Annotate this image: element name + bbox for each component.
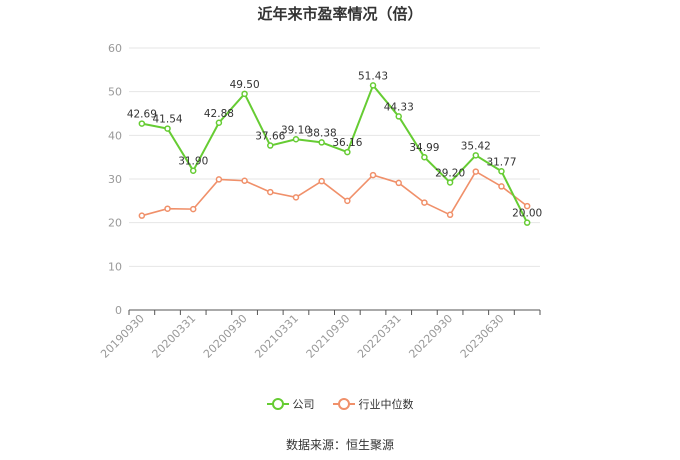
y-tick-label: 60 bbox=[108, 42, 122, 55]
data-label: 49.50 bbox=[230, 79, 260, 91]
company-data-point bbox=[369, 82, 377, 89]
company-data-point bbox=[318, 139, 325, 146]
company-data-point bbox=[472, 152, 480, 159]
legend-item-company[interactable]: 公司 bbox=[266, 396, 315, 412]
industry-series-line bbox=[141, 170, 528, 217]
company-data-point bbox=[421, 153, 428, 161]
data-label: 39.10 bbox=[281, 124, 311, 136]
company-data-point bbox=[267, 142, 274, 149]
industry-data-point bbox=[523, 202, 531, 210]
data-label: 34.99 bbox=[409, 142, 439, 154]
industry-data-point bbox=[369, 171, 377, 179]
x-tick-label: 20220331 bbox=[355, 312, 404, 361]
data-label: 36.16 bbox=[332, 137, 362, 149]
data-label: 35.42 bbox=[461, 140, 491, 152]
company-data-point bbox=[241, 90, 248, 98]
x-tick-label: 20230630 bbox=[458, 312, 507, 361]
company-data-point bbox=[498, 168, 505, 175]
data-label: 31.90 bbox=[178, 156, 208, 168]
company-series-line bbox=[141, 84, 529, 224]
company-data-point bbox=[138, 120, 146, 127]
data-label: 44.33 bbox=[384, 101, 414, 113]
industry-data-point bbox=[292, 194, 300, 201]
data-label: 38.38 bbox=[307, 127, 337, 139]
x-tick-label: 20190930 bbox=[98, 312, 147, 361]
industry-data-point bbox=[267, 188, 274, 196]
company-data-point bbox=[395, 113, 402, 120]
data-label: 51.43 bbox=[358, 70, 388, 82]
data-source: 数据来源：恒生聚源 bbox=[285, 438, 394, 452]
legend-swatch-industry-median bbox=[332, 398, 355, 410]
industry-data-point bbox=[164, 205, 171, 212]
data-label: 20.00 bbox=[512, 208, 542, 220]
y-tick-label: 50 bbox=[108, 86, 122, 99]
industry-data-point bbox=[446, 211, 454, 219]
y-tick-label: 10 bbox=[108, 260, 122, 273]
x-tick-label: 20210331 bbox=[252, 312, 301, 361]
industry-data-point bbox=[472, 168, 480, 175]
company-data-point bbox=[189, 167, 197, 174]
data-label: 42.88 bbox=[204, 108, 234, 120]
series-layer bbox=[138, 82, 531, 226]
industry-data-point bbox=[318, 177, 325, 185]
industry-data-point bbox=[395, 179, 402, 187]
company-data-point bbox=[292, 136, 300, 143]
data-label: 37.66 bbox=[255, 131, 285, 143]
chart-title: 近年来市盈率情况（倍） bbox=[257, 5, 423, 23]
legend-label-company: 公司 bbox=[292, 398, 315, 411]
y-tick-label: 0 bbox=[115, 304, 122, 317]
company-data-point bbox=[446, 179, 454, 186]
company-data-point bbox=[215, 119, 223, 127]
x-tick-label: 20220930 bbox=[406, 312, 455, 361]
chart-legend: 公司 行业中位数 bbox=[0, 396, 680, 412]
legend-label-industry-median: 行业中位数 bbox=[358, 398, 414, 411]
industry-data-point bbox=[138, 212, 146, 219]
x-tick-label: 20210930 bbox=[304, 312, 353, 361]
industry-data-point bbox=[344, 197, 351, 205]
x-tick-label: 20200930 bbox=[201, 312, 250, 361]
industry-data-point bbox=[498, 183, 505, 190]
data-label: 42.69 bbox=[127, 109, 157, 121]
company-data-point bbox=[164, 125, 171, 132]
y-tick-label: 40 bbox=[108, 129, 122, 142]
x-tick-label: 20200331 bbox=[150, 312, 199, 361]
y-tick-label: 20 bbox=[108, 217, 122, 230]
industry-data-point bbox=[215, 176, 223, 183]
company-data-point bbox=[523, 219, 531, 226]
legend-swatch-company bbox=[266, 398, 289, 410]
industry-data-point bbox=[241, 177, 248, 184]
data-label: 31.77 bbox=[486, 156, 516, 168]
y-tick-label: 30 bbox=[108, 173, 122, 186]
industry-data-point bbox=[189, 205, 197, 213]
data-label: 29.20 bbox=[435, 167, 465, 179]
data-label: 41.54 bbox=[153, 114, 183, 126]
industry-data-point bbox=[421, 199, 428, 206]
company-data-point bbox=[344, 148, 351, 156]
legend-item-industry-median[interactable]: 行业中位数 bbox=[332, 396, 414, 412]
